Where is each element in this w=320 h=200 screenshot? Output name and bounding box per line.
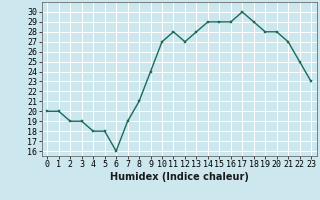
X-axis label: Humidex (Indice chaleur): Humidex (Indice chaleur) (110, 172, 249, 182)
